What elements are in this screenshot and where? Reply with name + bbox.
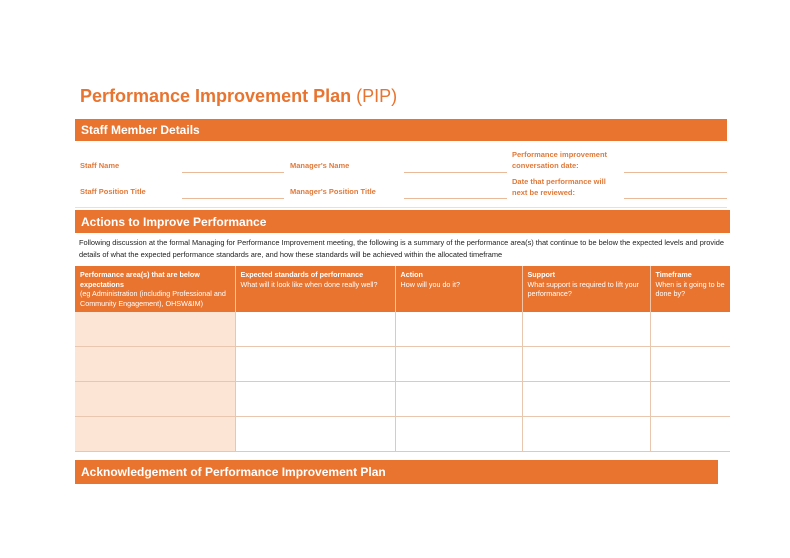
table-cell[interactable] bbox=[522, 381, 651, 417]
column-title: Timeframe bbox=[655, 270, 692, 279]
title-suffix: (PIP) bbox=[356, 86, 398, 106]
column-title: Support bbox=[527, 270, 556, 279]
table-row bbox=[75, 346, 730, 382]
column-subtitle: What will it look like when done really … bbox=[240, 279, 378, 289]
conversation-date-label: Performance improvement conversation dat… bbox=[512, 150, 608, 170]
column-subtitle: What support is required to lift your pe… bbox=[527, 279, 639, 299]
table-row bbox=[75, 381, 730, 417]
table-cell[interactable] bbox=[395, 381, 523, 417]
column-header-action: Action How will you do it? bbox=[395, 266, 523, 312]
table-header-row: Performance area(s) that are below expec… bbox=[75, 266, 730, 312]
staff-name-label: Staff Name bbox=[80, 161, 120, 170]
table-cell[interactable] bbox=[522, 416, 651, 452]
staff-name-field[interactable] bbox=[182, 172, 284, 173]
page-title: Performance Improvement Plan (PIP) bbox=[80, 86, 397, 107]
table-cell[interactable] bbox=[235, 346, 396, 382]
table-cell[interactable] bbox=[650, 381, 730, 417]
title-main: Performance Improvement Plan bbox=[80, 86, 352, 106]
review-date-label: Date that performance will next be revie… bbox=[512, 177, 606, 197]
column-title: Expected standards of performance bbox=[240, 270, 364, 279]
column-header-expected-standards: Expected standards of performance What wi… bbox=[235, 266, 396, 312]
acknowledgement-header: Acknowledgement of Performance Improveme… bbox=[75, 460, 718, 484]
table-cell[interactable] bbox=[650, 416, 730, 452]
column-subtitle: (eg Administration (including Profession… bbox=[80, 289, 226, 308]
review-date-field[interactable] bbox=[624, 198, 727, 199]
table-cell[interactable] bbox=[75, 312, 236, 347]
column-header-support: Support What support is required to lift … bbox=[522, 266, 651, 312]
staff-position-field[interactable] bbox=[182, 198, 284, 199]
table-cell[interactable] bbox=[75, 416, 236, 452]
table-cell[interactable] bbox=[650, 346, 730, 382]
table-row bbox=[75, 416, 730, 452]
manager-name-field[interactable] bbox=[404, 172, 507, 173]
table-cell[interactable] bbox=[395, 416, 523, 452]
actions-intro: Following discussion at the formal Manag… bbox=[79, 238, 724, 259]
actions-header: Actions to Improve Performance bbox=[75, 210, 730, 233]
table-cell[interactable] bbox=[75, 346, 236, 382]
divider bbox=[75, 207, 727, 208]
table-cell[interactable] bbox=[522, 312, 651, 347]
table-cell[interactable] bbox=[395, 346, 523, 382]
column-header-performance-area: Performance area(s) that are below expec… bbox=[75, 266, 236, 312]
table-cell[interactable] bbox=[395, 312, 523, 347]
table-cell[interactable] bbox=[235, 416, 396, 452]
column-header-timeframe: Timeframe When is it going to be done by? bbox=[650, 266, 730, 312]
manager-position-field[interactable] bbox=[404, 198, 507, 199]
table-row bbox=[75, 312, 730, 347]
table-cell[interactable] bbox=[522, 346, 651, 382]
column-title: Performance area(s) that are below expec… bbox=[80, 270, 200, 289]
table-cell[interactable] bbox=[75, 381, 236, 417]
manager-name-label: Manager's Name bbox=[290, 161, 350, 170]
table-cell[interactable] bbox=[235, 312, 396, 347]
column-subtitle: How will you do it? bbox=[400, 279, 461, 289]
conversation-date-field[interactable] bbox=[624, 172, 727, 173]
column-title: Action bbox=[400, 270, 423, 279]
table-cell[interactable] bbox=[235, 381, 396, 417]
staff-details-header: Staff Member Details bbox=[75, 119, 727, 141]
column-subtitle: When is it going to be done by? bbox=[655, 279, 725, 299]
manager-position-label: Manager's Position Title bbox=[290, 187, 376, 196]
staff-position-label: Staff Position Title bbox=[80, 187, 146, 196]
actions-table: Performance area(s) that are below expec… bbox=[75, 266, 730, 452]
table-cell[interactable] bbox=[650, 312, 730, 347]
